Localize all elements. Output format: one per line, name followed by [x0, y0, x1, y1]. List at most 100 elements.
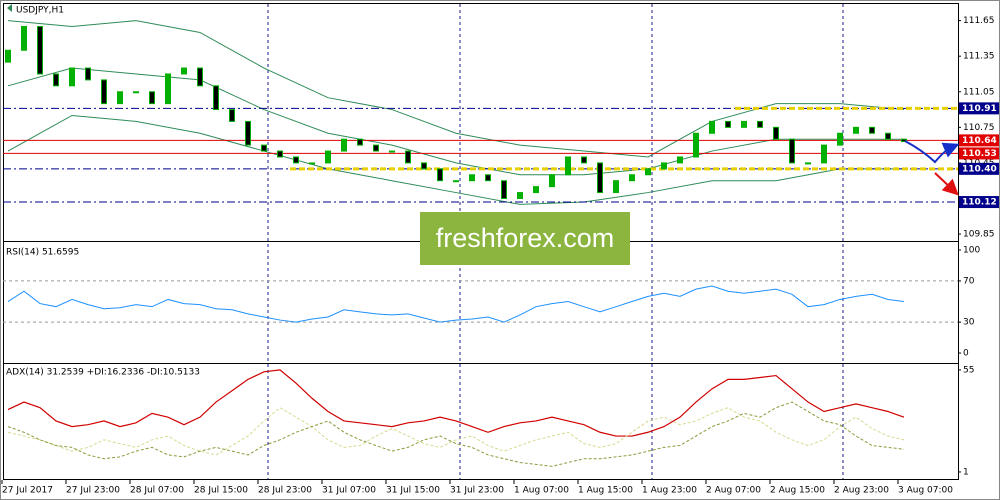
x-tick-label: 31 Jul 15:00 — [386, 486, 440, 496]
day-separators — [267, 4, 844, 479]
level-label-bg — [959, 147, 999, 160]
y-tick-label: 111.35 — [963, 52, 995, 62]
candle — [53, 73, 59, 87]
candle — [501, 180, 507, 199]
forecast-arrow-down — [934, 172, 959, 196]
candle — [709, 120, 715, 134]
candle — [213, 85, 219, 111]
candle — [373, 144, 379, 152]
candle — [661, 162, 667, 170]
candle — [533, 186, 539, 194]
x-tick-label: 1 Aug 07:00 — [514, 486, 569, 496]
candle — [437, 168, 443, 182]
candle — [325, 150, 331, 164]
x-tick-label: 28 Jul 23:00 — [258, 486, 312, 496]
candle — [869, 126, 875, 134]
candle — [613, 180, 619, 194]
x-tick-label: 3 Aug 07:00 — [898, 486, 953, 496]
y-tick-label: 70 — [963, 276, 975, 286]
level-label-bg — [959, 102, 999, 115]
candle — [581, 156, 587, 164]
candle — [853, 126, 859, 134]
candle — [757, 120, 763, 128]
candle — [165, 73, 171, 105]
candle — [85, 67, 91, 81]
candle — [677, 156, 683, 164]
candle — [341, 138, 347, 152]
x-tick-label: 28 Jul 07:00 — [130, 486, 184, 496]
y-tick-label: 0 — [963, 349, 969, 359]
y-tick-label: 1 — [963, 467, 969, 477]
level-label: 110.12 — [962, 198, 997, 208]
candle — [773, 126, 779, 140]
indicator-line — [7, 285, 905, 323]
watermark: freshforex.com — [436, 223, 615, 253]
y-tick-label: 30 — [963, 318, 975, 328]
candle — [549, 174, 555, 188]
candle — [741, 120, 747, 128]
indicator-line — [7, 401, 905, 467]
forecast-arrow-up — [904, 140, 960, 164]
candle — [805, 162, 811, 165]
candle — [117, 91, 123, 105]
plot-layer: 109.85110.45110.75111.05111.35111.65110.… — [1, 16, 999, 496]
candle — [789, 138, 795, 164]
x-tick-label: 31 Jul 23:00 — [450, 486, 504, 496]
candle — [597, 162, 603, 194]
level-label: 110.40 — [962, 164, 997, 174]
candle — [101, 79, 107, 105]
candle — [901, 138, 907, 143]
rsi-title: RSI(14) 51.6595 — [6, 248, 79, 258]
candle — [245, 120, 251, 146]
indicator-line — [7, 407, 905, 456]
candle — [821, 144, 827, 164]
level-label-bg — [959, 196, 999, 209]
candle — [389, 150, 395, 153]
watermark-box — [420, 212, 630, 265]
panel-frames — [3, 3, 959, 480]
candle — [133, 91, 139, 94]
candle — [693, 132, 699, 158]
candle — [517, 192, 523, 199]
chart-title: USDJPY,H1 — [16, 6, 64, 16]
y-tick-label: 109.85 — [963, 230, 995, 240]
level-label: 110.53 — [962, 149, 997, 159]
candle — [261, 144, 267, 152]
bollinger-middle — [7, 67, 904, 176]
candle — [309, 162, 315, 165]
candle — [21, 26, 27, 51]
y-tick-label: 110.75 — [963, 123, 995, 133]
candle — [485, 174, 491, 182]
x-tick-label: 1 Aug 15:00 — [578, 486, 633, 496]
candle — [37, 26, 43, 75]
candle — [181, 67, 187, 75]
level-label-bg — [959, 162, 999, 175]
level-label: 110.91 — [962, 104, 997, 114]
candle — [197, 67, 203, 87]
candle — [725, 120, 731, 128]
candle — [565, 156, 571, 176]
candle — [277, 150, 283, 158]
x-tick-label: 27 Jul 2017 — [2, 486, 53, 496]
candle — [149, 91, 155, 105]
level-label-bg — [959, 134, 999, 147]
candle — [421, 162, 427, 170]
y-tick-label: 111.05 — [963, 87, 995, 97]
candle — [453, 180, 459, 183]
level-label: 110.64 — [962, 136, 997, 146]
candle — [229, 109, 235, 122]
candle — [357, 138, 363, 146]
bollinger-lower — [7, 114, 904, 205]
candle — [837, 132, 843, 146]
candle — [5, 49, 11, 63]
y-tick-label: 111.65 — [963, 16, 995, 26]
x-tick-label: 2 Aug 07:00 — [706, 486, 761, 496]
x-tick-label: 28 Jul 15:00 — [194, 486, 248, 496]
y-tick-label: 55 — [963, 365, 974, 375]
candle — [885, 132, 891, 140]
candle — [645, 168, 651, 176]
x-tick-label: 2 Aug 15:00 — [770, 486, 825, 496]
candle — [293, 156, 299, 164]
x-tick-label: 1 Aug 23:00 — [642, 486, 697, 496]
